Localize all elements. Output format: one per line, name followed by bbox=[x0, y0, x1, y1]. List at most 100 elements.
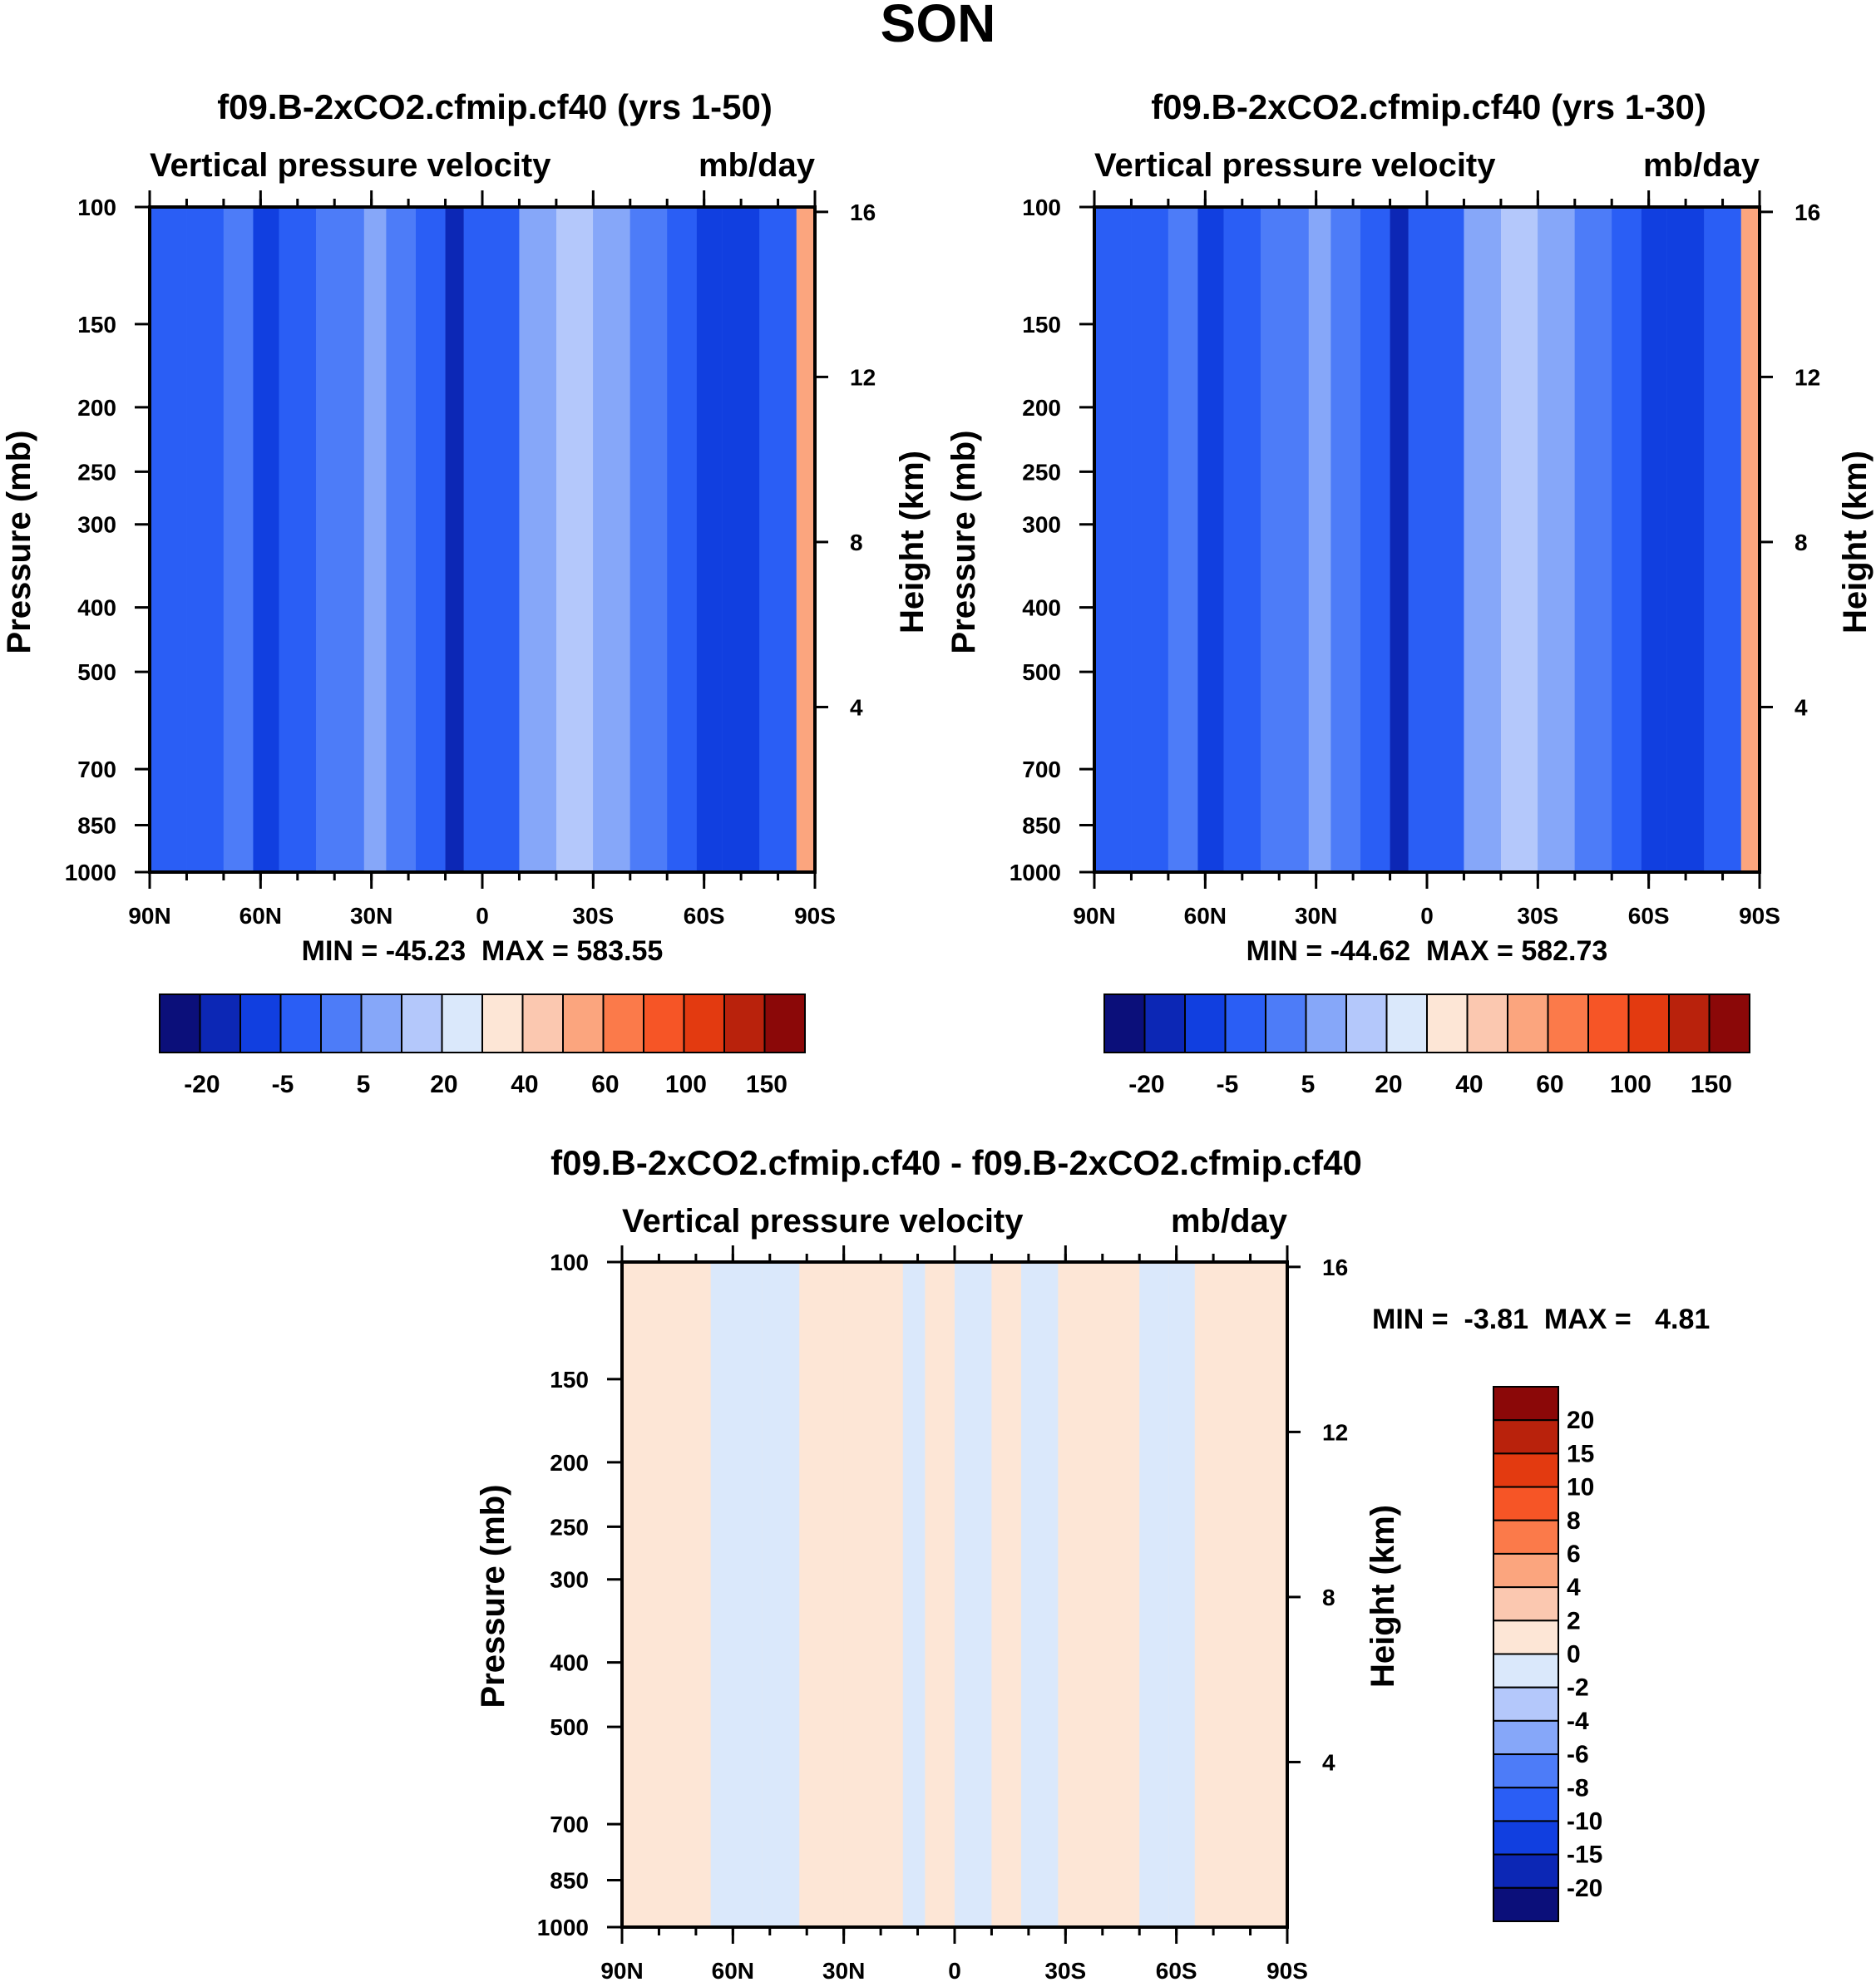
y-tick-label: 400 bbox=[1022, 595, 1061, 621]
y2-tick-label: 8 bbox=[1322, 1585, 1335, 1610]
colorbar-swatch bbox=[239, 993, 282, 1053]
data-column bbox=[1139, 1262, 1169, 1927]
colorbar-swatch bbox=[481, 993, 524, 1053]
colorbar-swatch bbox=[441, 993, 483, 1053]
colorbar-label: 20 bbox=[430, 1071, 457, 1098]
y-tick-label: 250 bbox=[550, 1514, 589, 1540]
x-tick-label: 30N bbox=[1295, 903, 1337, 929]
figure-title: SON bbox=[881, 0, 996, 53]
data-column bbox=[1021, 1262, 1059, 1927]
y-tick-label: 1000 bbox=[1010, 860, 1061, 885]
x-tick-label: 90S bbox=[1739, 903, 1780, 929]
y-tick-label: 200 bbox=[77, 395, 116, 421]
colorbar-swatch bbox=[1184, 993, 1227, 1053]
colorbar-swatch bbox=[1224, 993, 1266, 1053]
y-tick-label: 300 bbox=[77, 512, 116, 538]
colorbar-label: -20 bbox=[184, 1071, 220, 1098]
colorbar-swatch bbox=[1305, 993, 1347, 1053]
colorbar-swatch bbox=[1627, 993, 1670, 1053]
data-column bbox=[1168, 207, 1198, 872]
data-column bbox=[925, 1262, 955, 1927]
y-tick-label: 200 bbox=[1022, 395, 1061, 421]
data-column bbox=[1666, 207, 1705, 872]
colorbar-swatch bbox=[1493, 1753, 1559, 1789]
data-column bbox=[1261, 207, 1309, 872]
data-column bbox=[1094, 1262, 1140, 1927]
y2-tick-label: 4 bbox=[850, 694, 863, 720]
y-tick-label: 400 bbox=[77, 595, 116, 621]
y-tick-label: 850 bbox=[77, 813, 116, 839]
y-tick-label: 150 bbox=[550, 1367, 589, 1393]
data-column bbox=[1250, 1262, 1287, 1927]
panel-left-units: mb/day bbox=[699, 147, 816, 184]
colorbar-swatch bbox=[1493, 1452, 1559, 1488]
data-column bbox=[1500, 207, 1538, 872]
panel-diff: f09.B-2xCO2.cfmip.cf40 - f09.B-2xCO2.cfm… bbox=[475, 1143, 1710, 1982]
y-tick-label: 500 bbox=[77, 659, 116, 685]
colorbar-swatch bbox=[683, 993, 725, 1053]
colorbar-swatch bbox=[1103, 993, 1146, 1053]
panel-left-subtitle: Vertical pressure velocity bbox=[150, 147, 551, 184]
data-column bbox=[843, 1262, 874, 1927]
x-tick-label: 0 bbox=[1420, 903, 1434, 929]
data-column bbox=[1427, 207, 1464, 872]
colorbar-swatch bbox=[1507, 993, 1549, 1053]
data-column bbox=[1308, 207, 1331, 872]
colorbar-label: 100 bbox=[665, 1071, 707, 1098]
colorbar-label: -4 bbox=[1567, 1708, 1589, 1735]
colorbar-swatch bbox=[562, 993, 605, 1053]
data-column bbox=[667, 207, 697, 872]
data-column bbox=[796, 207, 815, 872]
colorbar-swatch bbox=[1493, 1886, 1559, 1922]
data-column bbox=[1197, 207, 1224, 872]
y-tick-label: 700 bbox=[550, 1812, 589, 1837]
x-tick-label: 60S bbox=[1628, 903, 1670, 929]
colorbar-swatch bbox=[1587, 993, 1630, 1053]
colorbar-label: 60 bbox=[1536, 1071, 1563, 1098]
y-tick-label: 100 bbox=[1022, 195, 1061, 220]
colorbar-label: 100 bbox=[1610, 1071, 1651, 1098]
data-column bbox=[1704, 207, 1741, 872]
colorbar-swatch bbox=[1493, 1552, 1559, 1589]
data-column bbox=[629, 207, 668, 872]
data-column bbox=[482, 207, 520, 872]
y-tick-label: 500 bbox=[550, 1714, 589, 1740]
panel-diff-y2label: Height (km) bbox=[1365, 1505, 1401, 1688]
data-column bbox=[253, 207, 279, 872]
colorbar-swatch bbox=[763, 993, 806, 1053]
colorbar-swatch bbox=[1143, 993, 1186, 1053]
colorbar-label: 20 bbox=[1567, 1407, 1594, 1434]
colorbar-label: 40 bbox=[1455, 1071, 1483, 1098]
data-column bbox=[223, 207, 254, 872]
y2-tick-label: 12 bbox=[1322, 1419, 1348, 1445]
colorbar-swatch bbox=[1668, 993, 1711, 1053]
colorbar-swatch bbox=[1708, 993, 1750, 1053]
panel-right-units: mb/day bbox=[1643, 147, 1760, 184]
y-tick-label: 400 bbox=[550, 1650, 589, 1676]
panel-diff-stats: MIN = -3.81 MAX = 4.81 bbox=[1372, 1304, 1710, 1335]
colorbar-label: 2 bbox=[1567, 1607, 1581, 1634]
colorbar-label: -5 bbox=[272, 1071, 294, 1098]
colorbar-swatch bbox=[1493, 1620, 1559, 1655]
data-column bbox=[363, 207, 387, 872]
data-column bbox=[1330, 207, 1360, 872]
y-tick-label: 850 bbox=[550, 1868, 589, 1894]
panel-right-plot: 90N 60N 30N 0 30S 60S 90S 100 150 200 250 300 400 500… bbox=[1010, 190, 1820, 929]
data-column bbox=[1464, 207, 1501, 872]
panel-right-subtitle: Vertical pressure velocity bbox=[1094, 147, 1496, 184]
data-column bbox=[759, 207, 797, 872]
colorbar-label: -10 bbox=[1567, 1807, 1602, 1835]
colorbar-swatch bbox=[1493, 1486, 1559, 1521]
x-tick-label: 30N bbox=[350, 903, 392, 929]
data-column bbox=[669, 1262, 711, 1927]
colorbar-swatch bbox=[279, 993, 322, 1053]
data-column bbox=[710, 1262, 763, 1927]
x-tick-label: 30S bbox=[572, 903, 614, 929]
y-tick-label: 150 bbox=[1022, 312, 1061, 338]
y-tick-label: 700 bbox=[77, 757, 116, 782]
y2-tick-label: 16 bbox=[1322, 1255, 1348, 1280]
panel-right-ylabel: Pressure (mb) bbox=[945, 431, 982, 654]
data-column bbox=[519, 207, 556, 872]
data-column bbox=[1223, 207, 1261, 872]
